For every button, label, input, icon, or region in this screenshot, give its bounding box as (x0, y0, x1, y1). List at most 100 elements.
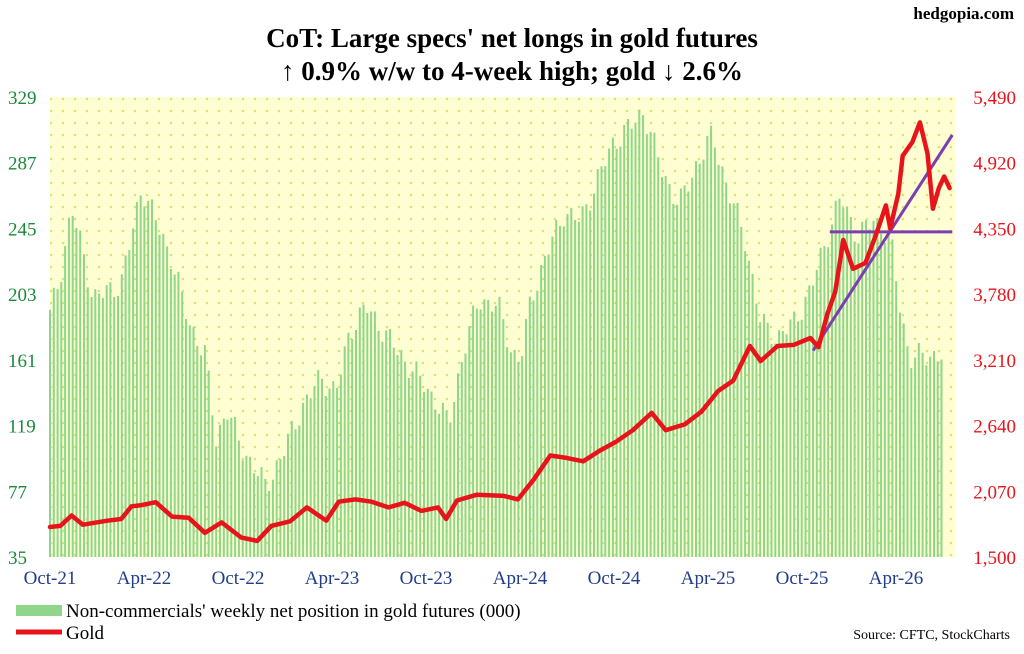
net-position-bar (838, 198, 841, 557)
net-position-bar (324, 396, 327, 557)
net-position-bar (513, 349, 516, 557)
net-position-bar (407, 378, 410, 557)
net-position-bar (751, 273, 754, 557)
net-position-bar (445, 410, 448, 557)
net-position-bar (789, 319, 792, 557)
net-position-bar (853, 241, 856, 557)
net-position-bar (740, 226, 743, 557)
net-position-bar (109, 282, 112, 557)
net-position-bar (763, 314, 765, 557)
net-position-bar (438, 413, 441, 557)
net-position-bar (415, 361, 418, 557)
net-position-bar (166, 246, 169, 558)
net-position-bar (321, 378, 323, 557)
net-position-bar (373, 311, 376, 557)
net-position-bar (676, 204, 679, 558)
net-position-bar (64, 246, 67, 557)
net-position-bar (793, 311, 796, 557)
left-tick-label: 287 (8, 154, 37, 175)
net-position-bar (120, 274, 123, 557)
net-position-bar (823, 246, 826, 557)
net-position-bar (577, 221, 580, 557)
net-position-bar (290, 420, 293, 557)
net-position-bar (657, 157, 660, 557)
net-position-bar (785, 334, 788, 557)
net-position-bar (596, 169, 599, 557)
x-tick-label: Oct-21 (24, 568, 77, 589)
net-position-bar (872, 220, 875, 557)
net-position-bar (502, 319, 505, 557)
net-position-bar (67, 217, 70, 557)
left-tick-label: 119 (8, 417, 36, 438)
net-position-bar (52, 287, 55, 557)
net-position-bar (94, 289, 97, 557)
net-position-bar (60, 281, 63, 557)
net-position-bar (638, 109, 641, 557)
right-tick-label: 3,780 (973, 285, 1016, 306)
net-position-bar (302, 402, 305, 557)
net-position-bar (487, 299, 490, 557)
net-position-bar (551, 236, 554, 557)
net-position-bar (653, 132, 656, 557)
net-position-bar (377, 330, 380, 557)
net-position-bar (113, 296, 116, 557)
net-position-bar (200, 355, 203, 557)
x-tick-label: Apr-23 (305, 568, 360, 589)
net-position-bar (933, 351, 935, 557)
net-position-bar (880, 233, 883, 558)
left-tick-label: 161 (8, 351, 37, 372)
x-tick-label: Oct-25 (776, 568, 829, 589)
x-tick-label: Apr-26 (869, 568, 924, 589)
x-tick-label: Apr-24 (493, 568, 548, 589)
net-position-bar (815, 270, 818, 557)
net-position-bar (570, 207, 573, 558)
right-tick-label: 2,640 (973, 417, 1016, 438)
net-position-bar (868, 229, 871, 558)
right-tick-label: 5,490 (973, 88, 1016, 109)
net-position-bar (661, 177, 663, 557)
net-position-bar (203, 345, 206, 557)
net-position-bar (260, 467, 263, 557)
net-position-bar (521, 356, 524, 557)
net-position-bar (611, 137, 614, 557)
net-position-bar (219, 424, 221, 557)
chart-subtitle: ↑ 0.9% w/w to 4-week high; gold ↓ 2.6% (281, 56, 743, 86)
net-position-bar (162, 233, 165, 557)
net-position-bar (294, 429, 297, 557)
net-position-bar (585, 204, 588, 558)
net-position-bar (196, 346, 199, 557)
net-position-bar (426, 388, 429, 557)
right-tick-label: 2,070 (973, 482, 1016, 503)
net-position-bar (808, 285, 811, 557)
net-position-bar (423, 391, 425, 557)
net-position-bar (797, 321, 799, 557)
net-position-bar (453, 402, 456, 557)
net-position-bar (449, 422, 452, 557)
net-position-bar (917, 343, 920, 557)
net-position-bar (253, 473, 255, 557)
net-position-bar (630, 128, 633, 557)
net-position-bar (494, 305, 497, 557)
left-axis-ticks: 329 287 245 203 161 119 77 35 (8, 88, 37, 569)
net-position-bar (702, 159, 705, 557)
net-position-bar (899, 312, 901, 557)
net-position-bar (940, 359, 943, 557)
net-position-bar (475, 308, 478, 557)
right-axis-ticks: 5,490 4,920 4,350 3,780 3,210 2,640 2,070 1,500 (973, 88, 1016, 569)
net-position-bar (347, 332, 350, 557)
net-position-bar (706, 136, 709, 557)
net-position-bar (543, 255, 546, 558)
right-tick-label: 1,500 (973, 548, 1016, 569)
left-tick-label: 77 (8, 482, 27, 503)
net-position-bar (222, 418, 225, 557)
net-position-bar (925, 365, 928, 557)
net-position-bar (464, 353, 467, 557)
right-tick-label: 4,920 (973, 154, 1016, 175)
net-position-bar (366, 312, 369, 557)
net-position-bar (49, 309, 51, 557)
net-position-bar (241, 460, 244, 557)
net-position-bar (128, 250, 131, 557)
net-position-bar (766, 322, 769, 557)
net-position-bar (846, 206, 849, 557)
net-position-bar (173, 274, 176, 557)
